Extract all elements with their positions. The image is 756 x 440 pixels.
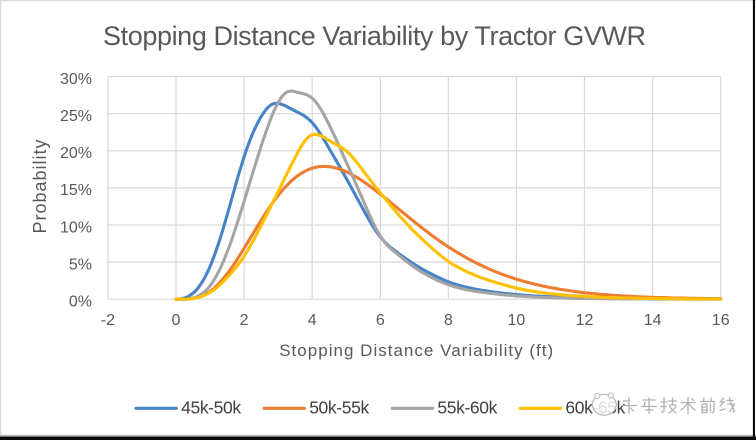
svg-text:30%: 30% [60,71,92,88]
svg-text:8: 8 [444,312,453,329]
svg-text:10%: 10% [60,219,92,236]
svg-text:0: 0 [172,312,181,329]
svg-text:45k-50k: 45k-50k [181,398,241,418]
svg-text:14: 14 [644,312,662,329]
svg-text:16: 16 [712,312,730,329]
svg-text:-2: -2 [101,312,115,329]
svg-text:6: 6 [376,312,385,329]
svg-text:20%: 20% [60,145,92,162]
svg-text:0%: 0% [69,294,92,311]
svg-text:Stopping Distance Variability: Stopping Distance Variability (ft) [279,341,553,360]
svg-text:Probability: Probability [30,140,50,234]
svg-text:25%: 25% [60,108,92,125]
svg-text:4: 4 [308,312,317,329]
svg-text:10: 10 [508,312,526,329]
svg-text:5%: 5% [69,256,92,273]
svg-text:15%: 15% [60,182,92,199]
svg-text:Stopping Distance Variability: Stopping Distance Variability by Tractor… [103,21,646,51]
svg-text:2: 2 [240,312,249,329]
svg-text:50k-55k: 50k-55k [309,398,369,418]
svg-text:55k-60k: 55k-60k [437,398,497,418]
svg-text:12: 12 [576,312,594,329]
